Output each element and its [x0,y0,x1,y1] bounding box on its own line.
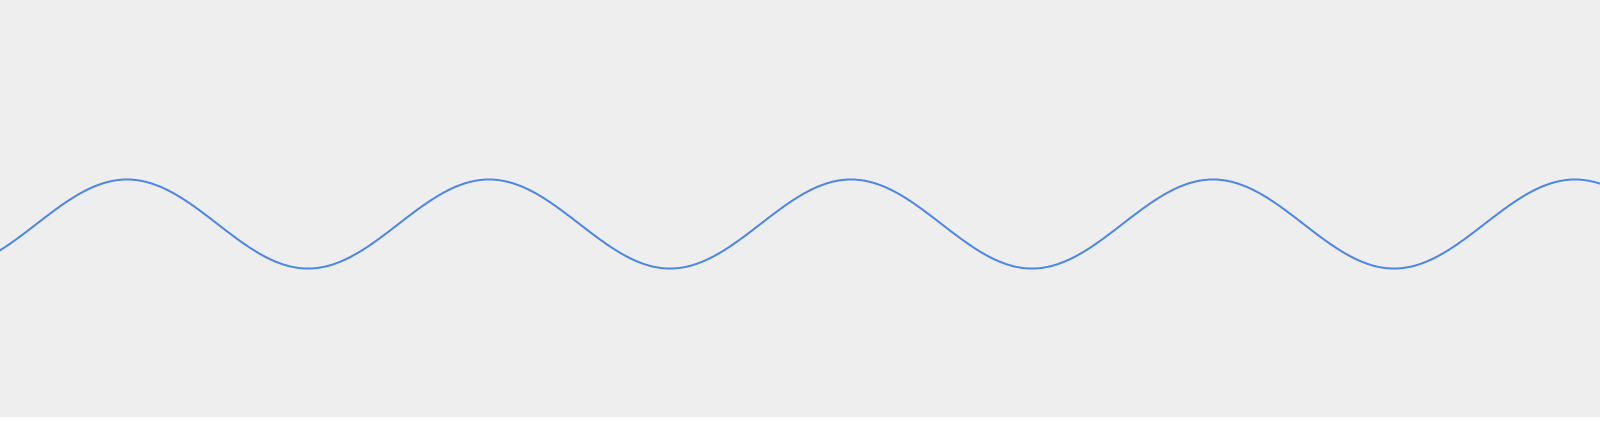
wave-line [0,178,1600,270]
